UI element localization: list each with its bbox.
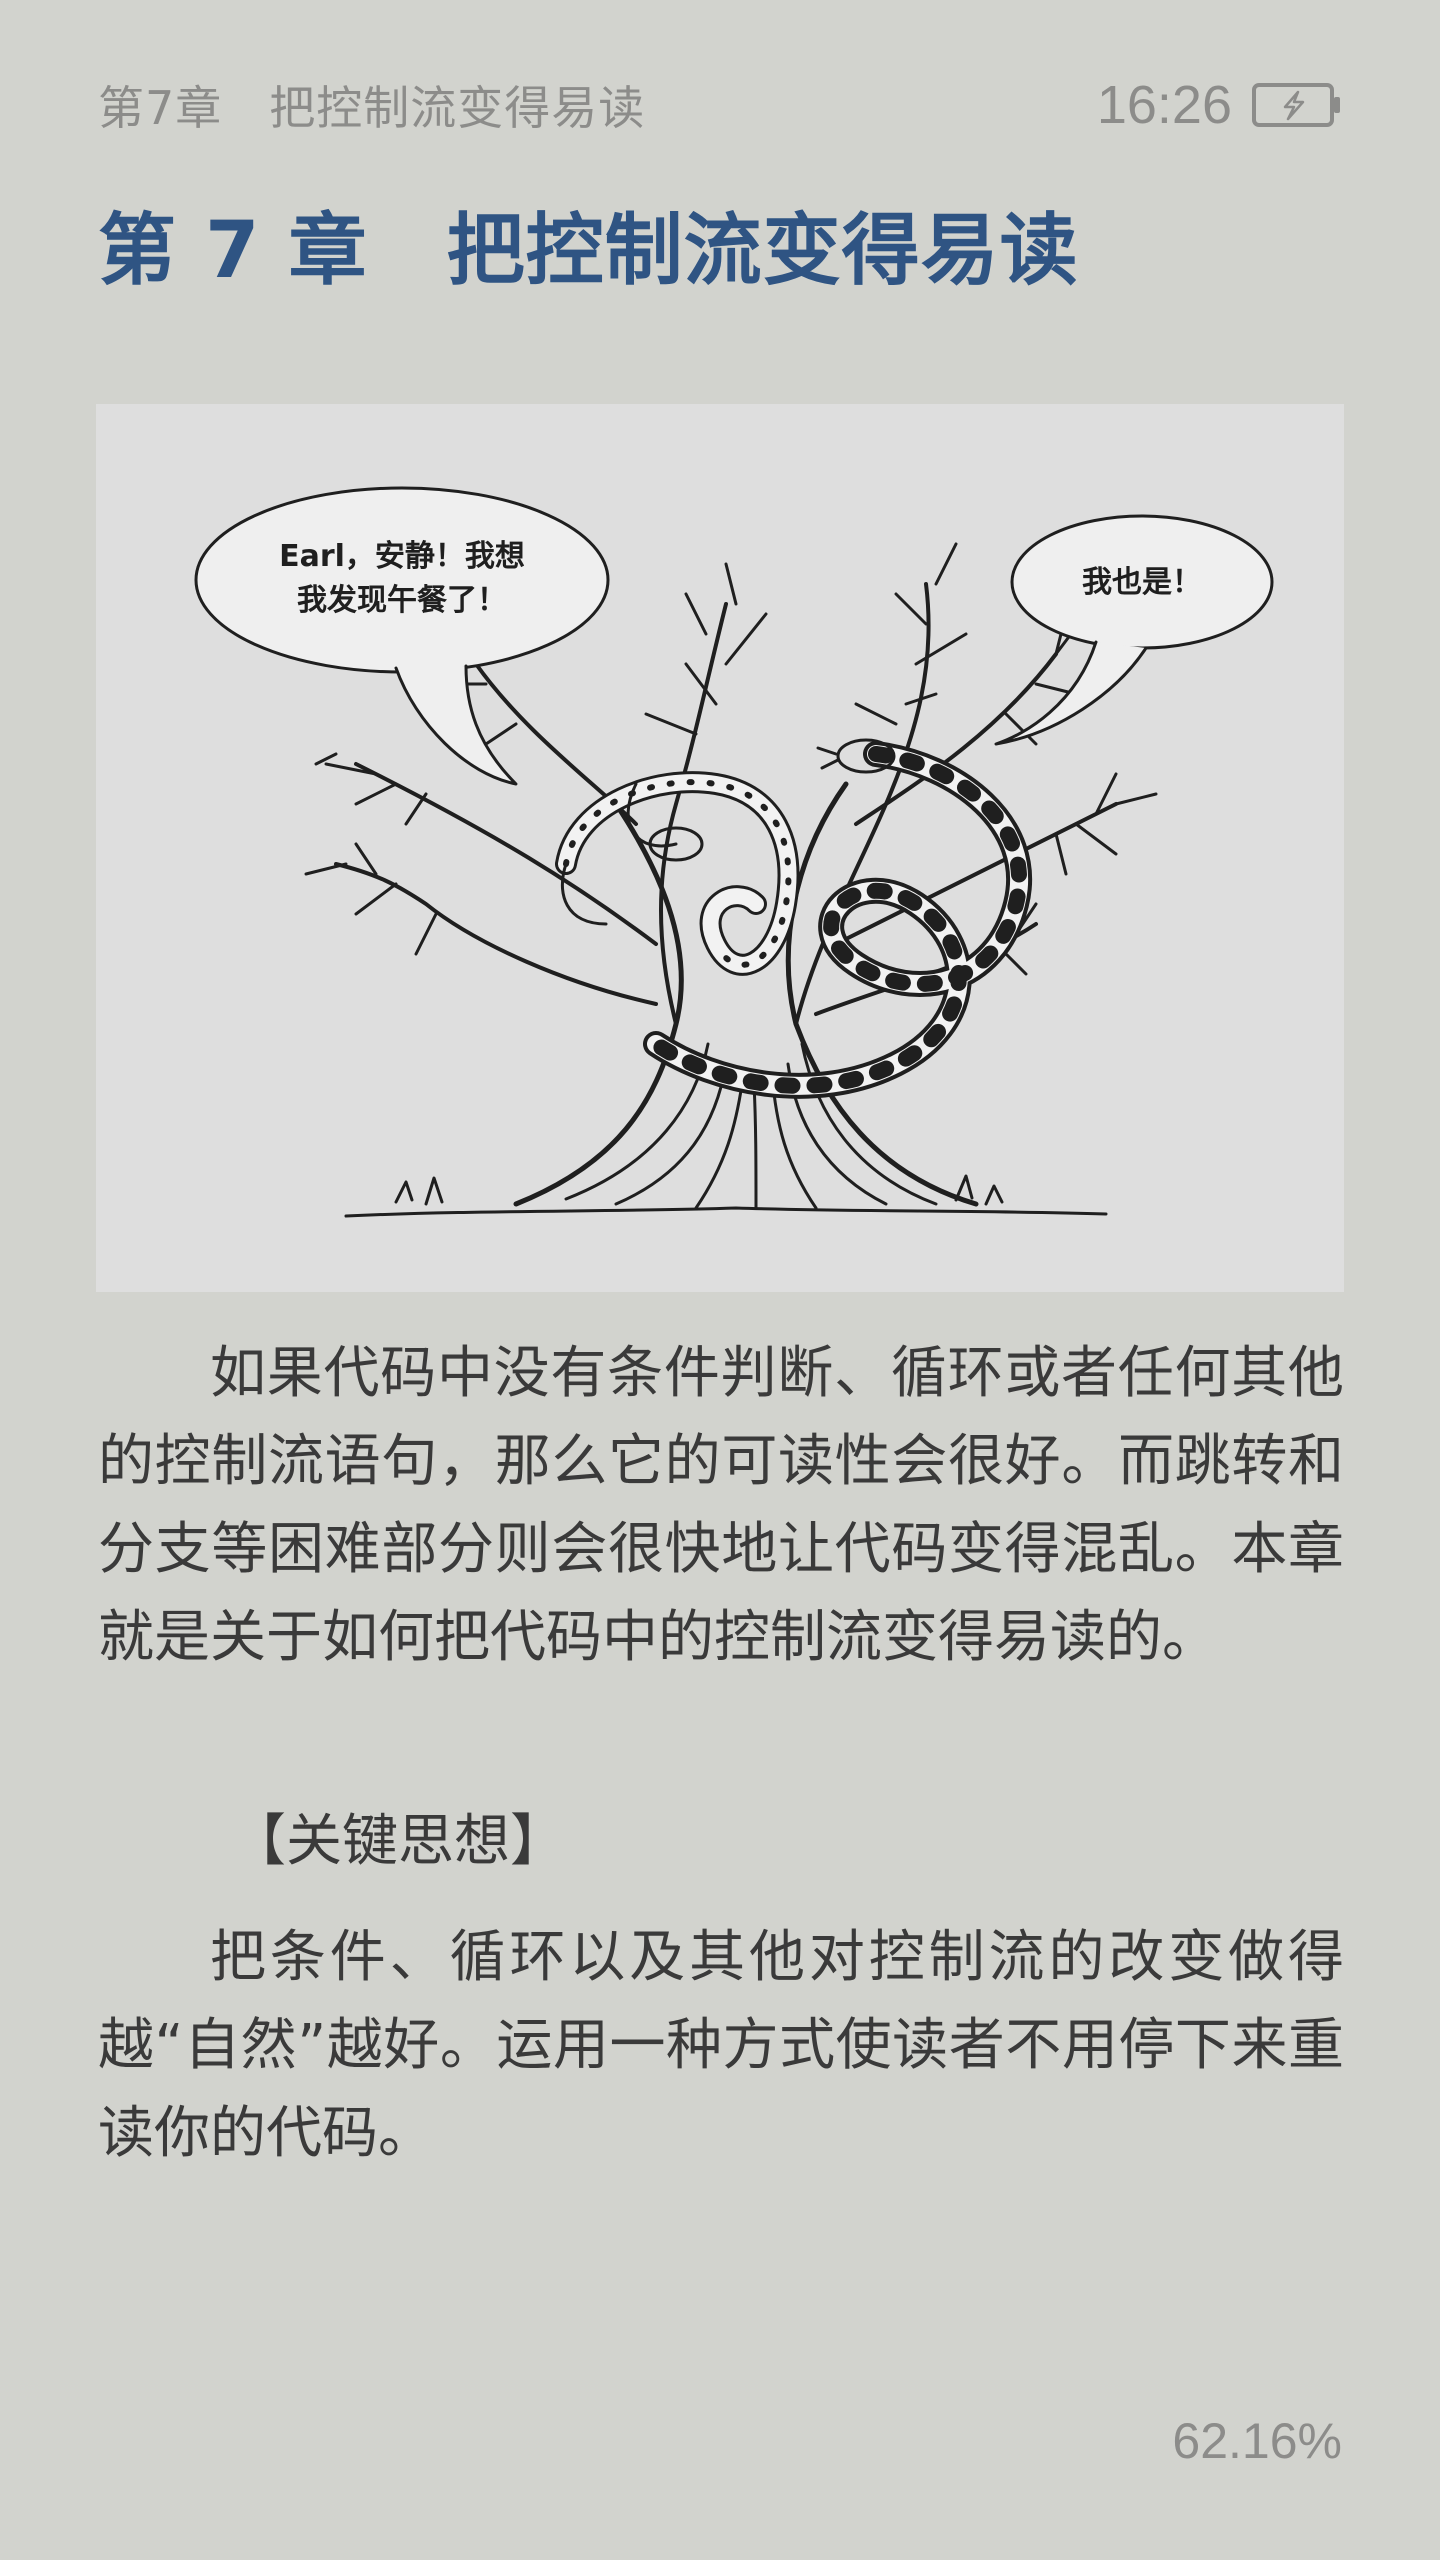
battery-charging-icon: [1252, 83, 1342, 127]
bubble-right-text: 我也是！: [1082, 565, 1202, 600]
clock: 16:26: [1096, 75, 1232, 135]
bubble-left-line2: 我发现午餐了！: [297, 583, 507, 618]
status-bar: 第7章 把控制流变得易读 16:26: [98, 70, 1342, 140]
bubble-left-line1: Earl，安静！我想: [279, 539, 525, 574]
body-paragraph-1: 如果代码中没有条件判断、循环或者任何其他的控制流语句，那么它的可读性会很好。而跳…: [98, 1341, 1344, 1670]
chapter-title: 第 7 章 把控制流变得易读: [98, 206, 1079, 296]
reading-progress: 62.16%: [1172, 2413, 1342, 2469]
status-right: 16:26: [1097, 74, 1342, 136]
chapter-illustration: Earl，安静！我想 我发现午餐了！ 我也是！: [96, 404, 1344, 1292]
body-paragraph-2: 把条件、循环以及其他对控制流的改变做得越“自然”越好。运用一种方式使读者不用停下…: [98, 1925, 1344, 2166]
key-idea-heading: 【关键思想】: [230, 1809, 566, 1874]
running-head: 第7章 把控制流变得易读: [98, 81, 646, 135]
